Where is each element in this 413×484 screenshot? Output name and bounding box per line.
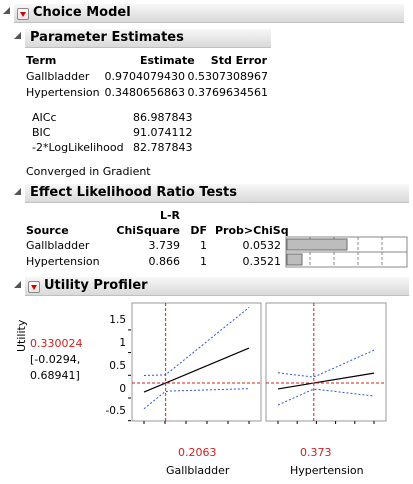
ci-upper-trace <box>143 307 250 376</box>
fit-stat-value: 82.787843 <box>133 141 193 154</box>
lr-tests-header <box>25 184 409 203</box>
choice-model-title: Choice Model <box>33 5 131 20</box>
factor-label: Gallbladder <box>166 464 230 477</box>
fit-stat-label: AICc <box>32 111 57 124</box>
std-error-cell: 0.3769634561 <box>187 86 268 99</box>
column-header-std-error: Std Error <box>210 54 267 67</box>
column-header-prob: Prob>ChiSq <box>215 224 289 237</box>
prob-cell: 0.3521 <box>242 255 282 268</box>
fit-stat-label: BIC <box>32 126 51 139</box>
column-header-term: Term <box>26 54 57 67</box>
estimate-cell: 0.3480656863 <box>104 86 185 99</box>
confidence-interval-high: 0.68941] <box>30 369 80 382</box>
factor-label: Hypertension <box>290 464 364 477</box>
confidence-interval-low: [-0.0294, <box>30 353 81 366</box>
disclosure-icon[interactable] <box>14 281 21 288</box>
lr-tests-title: Effect Likelihood Ratio Tests <box>30 185 237 200</box>
factor-current-value[interactable]: 0.373 <box>300 446 332 459</box>
factor-current-value[interactable]: 0.2063 <box>178 446 217 459</box>
disclosure-icon[interactable] <box>14 32 21 39</box>
current-utility-value: 0.330024 <box>30 337 83 350</box>
y-tick: 0 <box>119 383 126 395</box>
source-cell: Gallbladder <box>26 239 90 252</box>
estimate-cell: 0.9704079430 <box>104 70 185 83</box>
disclosure-icon[interactable] <box>14 188 21 195</box>
utility-profiler-header <box>25 277 409 296</box>
choice-model-header <box>14 4 404 23</box>
chisquare-cell: 0.866 <box>148 255 181 268</box>
std-error-cell: 0.5307308967 <box>187 70 268 83</box>
ci-lower-trace <box>143 388 250 410</box>
red-triangle-menu-icon[interactable] <box>17 8 29 20</box>
pvalue-bar-chart <box>285 236 408 268</box>
column-header-chisquare: ChiSquare <box>116 224 180 237</box>
source-cell: Hypertension <box>26 255 100 268</box>
term-cell: Hypertension <box>26 86 100 99</box>
prediction-trace <box>143 347 250 393</box>
disclosure-icon[interactable] <box>3 7 10 14</box>
y-tick: 0.5 <box>109 360 126 372</box>
column-header-source: Source <box>26 224 69 237</box>
prediction-trace <box>277 372 375 390</box>
prob-cell: 0.0532 <box>242 239 282 252</box>
pvalue-bar <box>286 238 348 251</box>
column-header-lr-top: L-R <box>159 209 180 222</box>
fit-stat-value: 91.074112 <box>133 126 193 139</box>
y-axis-label: Utility <box>15 319 28 352</box>
profiler-plot[interactable]: 00.20.40.60.8100.20.40.60.81 <box>128 300 410 430</box>
y-tick: 1.5 <box>109 314 126 326</box>
profile-panel[interactable] <box>265 302 387 422</box>
fit-stat-value: 86.987843 <box>133 111 193 124</box>
y-tick: -0.5 <box>105 405 127 417</box>
ci-upper-trace <box>277 349 375 378</box>
parameter-estimates-title: Parameter Estimates <box>30 30 184 45</box>
chisquare-cell: 3.739 <box>148 239 181 252</box>
column-header-df: DF <box>190 224 207 237</box>
df-cell: 1 <box>200 239 207 252</box>
parameter-estimates-header <box>25 29 271 48</box>
term-cell: Gallbladder <box>26 70 90 83</box>
df-cell: 1 <box>200 255 207 268</box>
red-triangle-menu-icon[interactable] <box>28 281 40 293</box>
pvalue-bar <box>286 253 303 266</box>
convergence-status: Converged in Gradient <box>26 165 151 178</box>
column-header-estimate: Estimate <box>140 54 195 67</box>
fit-stat-label: -2*LogLikelihood <box>32 141 124 154</box>
utility-profiler-title: Utility Profiler <box>44 278 148 293</box>
y-tick: 1 <box>119 337 126 349</box>
ci-lower-trace <box>277 388 375 406</box>
